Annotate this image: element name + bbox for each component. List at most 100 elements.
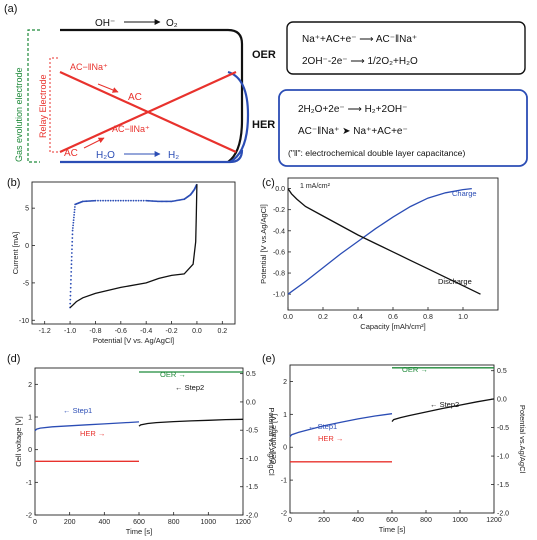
data-point: [99, 199, 102, 202]
data-point: [150, 200, 153, 202]
data-point: [70, 278, 72, 281]
data-point: [97, 199, 99, 202]
y-right-tick-label: -0.5: [497, 425, 509, 432]
data-point: [119, 199, 122, 202]
panel-label-a: (a): [4, 3, 17, 15]
data-point: [69, 294, 72, 297]
data-point: [70, 255, 73, 258]
data-point: [72, 221, 75, 224]
data-point: [83, 200, 85, 203]
data-point: [71, 233, 74, 236]
data-point: [163, 200, 165, 203]
y-tick-label: 1: [283, 412, 287, 419]
data-point: [93, 199, 96, 202]
data-point: [161, 200, 164, 203]
relay-bracket: [49, 57, 58, 153]
y-right-tick-label: -1.5: [497, 482, 509, 489]
y-tick-label: 0: [28, 447, 32, 454]
chart-panel-b: (b) -1.2 -1.0 -0.8 -0.6 -0.4 -0.2 0.0 0.2 -10 -5 0 5…: [7, 177, 236, 345]
panel-label-b: (b): [7, 177, 20, 189]
x-axis-label: Time [s]: [126, 527, 152, 536]
y-right-tick-label: -1.5: [246, 484, 258, 491]
x-tick-label: 0.0: [283, 314, 293, 321]
y-tick-label: 0: [25, 243, 29, 250]
series-label-discharge: Discharge: [438, 277, 472, 286]
x-axis-label: Potential [V vs. Ag/AgCl]: [93, 336, 174, 345]
chart-panel-c: (c)0.0 0.2 0.4 0.6 0.8 1.0-1.0-0.8-0.6-0.4-0.…: [259, 177, 499, 331]
chart-annotation: 1 mA/cm²: [300, 183, 331, 190]
data-point: [71, 237, 74, 239]
y-tick-label: -0.8: [273, 271, 285, 278]
x-tick-label: 800: [168, 519, 180, 526]
data-point: [72, 216, 75, 219]
data-point: [145, 199, 148, 202]
data-point: [102, 199, 104, 202]
data-point: [73, 206, 76, 208]
annotation-label: ← Step1: [63, 406, 92, 415]
data-point: [149, 200, 151, 202]
series-line-0: [34, 421, 140, 432]
data-point: [146, 199, 149, 202]
series-label-charge: Charge: [452, 189, 477, 198]
chart-panel-e: (e) 0 200 400 600 800 1000 1200 -2 -1 0 1 2 -2.0 -1.5 -…: [262, 353, 527, 534]
data-point: [142, 199, 145, 202]
x-tick-label: 1000: [201, 519, 217, 526]
data-point: [73, 211, 76, 214]
data-point: [169, 200, 172, 203]
oer-label: OER: [252, 49, 276, 61]
y-right-tick-label: -0.5: [246, 428, 258, 435]
plot-frame: [34, 367, 244, 516]
plot-frame: [31, 181, 236, 325]
oer-equation-box: [286, 21, 526, 75]
x-tick-label: 1200: [486, 517, 502, 524]
data-point: [86, 200, 89, 203]
annotation-label: ← Step2: [430, 400, 459, 409]
data-point: [88, 200, 90, 202]
y-tick-label: 2: [283, 379, 287, 386]
panel-label-d: (d): [7, 353, 20, 365]
data-point: [81, 200, 84, 203]
data-point: [71, 227, 74, 229]
annotation-label: OER →: [160, 370, 186, 379]
oer-equation-2: 2OH⁻-2e⁻ ⟶ 1/2O₂+H₂O: [302, 56, 418, 67]
data-point: [122, 199, 125, 202]
data-point: [168, 200, 170, 203]
y-axis-label: Cell voltage [V]: [14, 416, 23, 466]
y-right-tick-label: 0.0: [246, 399, 256, 406]
annotation-label: OER →: [402, 365, 428, 374]
data-point: [92, 199, 94, 202]
series-line-1: [138, 418, 244, 427]
oh-label: OH⁻: [95, 18, 115, 29]
x-tick-label: 200: [64, 519, 76, 526]
ac-na-upper-label: AC−‖Na⁺: [70, 62, 108, 72]
x-tick-label: 200: [318, 517, 330, 524]
panel-label-c: (c): [262, 177, 275, 189]
data-point: [117, 199, 120, 202]
x-tick-label: 800: [420, 517, 432, 524]
her-note: ("‖": electrochemical double layer capac…: [288, 148, 465, 158]
x-tick-label: 400: [352, 517, 364, 524]
y-tick-label: -5: [23, 280, 29, 287]
her-curve: [227, 70, 250, 163]
data-point: [72, 219, 75, 222]
her-label: HER: [252, 119, 275, 131]
schematic-panel: (a) Gas evolution electrode Relay Electr…: [4, 3, 528, 167]
y-axis-label: Current [mA]: [11, 232, 20, 275]
data-point: [107, 199, 110, 202]
y-axis-label: Potential [V vs.Ag/AgCl]: [259, 204, 268, 284]
data-point: [159, 200, 162, 203]
x-tick-label: -0.2: [166, 328, 178, 335]
x-tick-label: 0.2: [217, 328, 227, 335]
y-right-tick-label: 0.0: [497, 397, 507, 404]
data-point: [166, 200, 169, 203]
y-right-tick-label: -2.0: [497, 511, 509, 518]
ac-na-lower-label: AC−‖Na⁺: [112, 124, 150, 134]
x-tick-label: 1000: [452, 517, 468, 524]
annotation-label: HER →: [318, 434, 343, 443]
y-right-tick-label: 0.5: [246, 371, 256, 378]
y-tick-label: -1: [281, 478, 287, 485]
data-point: [90, 200, 93, 202]
data-point: [156, 200, 159, 203]
oer-equation-1: Na⁺+AC+e⁻ ⟶ AC⁻‖Na⁺: [302, 34, 417, 45]
